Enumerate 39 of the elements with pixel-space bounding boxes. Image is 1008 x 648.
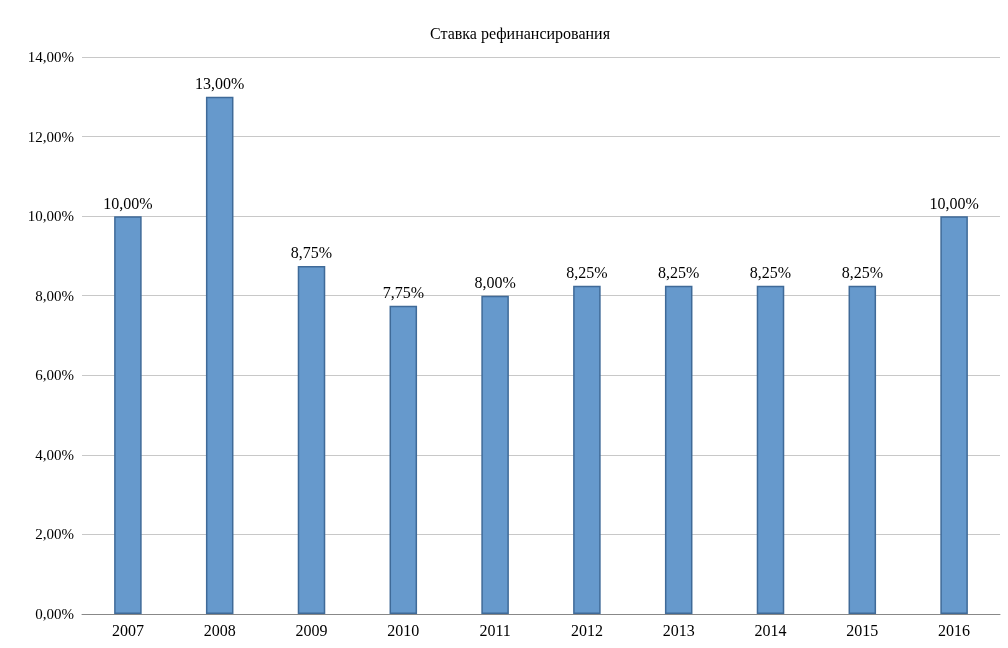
data-label: 10,00% [103,194,153,212]
data-label: 8,25% [566,264,608,282]
bar [848,285,877,614]
y-tick-label: 14,00% [27,49,74,65]
x-tick-label: 2015 [846,621,879,639]
bar [297,265,326,614]
data-label: 8,25% [749,264,792,282]
y-tick-label: 12,00% [27,128,74,145]
x-tick-label: 2016 [938,621,971,639]
data-label: 7,75% [382,284,424,302]
y-tick-label: 8,00% [35,287,74,304]
bar [205,96,234,614]
y-tick-label: 4,00% [35,446,74,463]
bar [756,285,785,614]
chart-title: Ставка рефинансирования [430,24,611,43]
x-tick-label: 2014 [754,621,787,639]
x-tick-label: 2009 [295,621,328,639]
x-tick-label: 2011 [479,621,511,639]
data-label: 10,00% [929,194,979,212]
data-label: 8,00% [474,274,516,292]
y-tick-label: 10,00% [27,208,74,225]
data-label: 8,75% [290,244,333,262]
y-tick-label: 2,00% [35,526,74,543]
data-label: 13,00% [195,75,245,93]
x-tick-label: 2013 [662,621,695,639]
bar [573,285,601,614]
y-tick-label: 6,00% [35,367,74,384]
y-tick-label: 0,00% [35,606,74,622]
x-tick-label: 2010 [387,621,420,639]
x-tick-label: 2007 [111,621,144,639]
bar [389,305,418,614]
x-tick-label: 2008 [203,621,236,639]
data-label: 8,25% [841,264,883,282]
bar [481,295,509,614]
bar [940,216,968,614]
bar [664,285,693,614]
bar [114,216,142,614]
data-label: 8,25% [658,264,700,282]
x-tick-label: 2012 [570,621,603,639]
